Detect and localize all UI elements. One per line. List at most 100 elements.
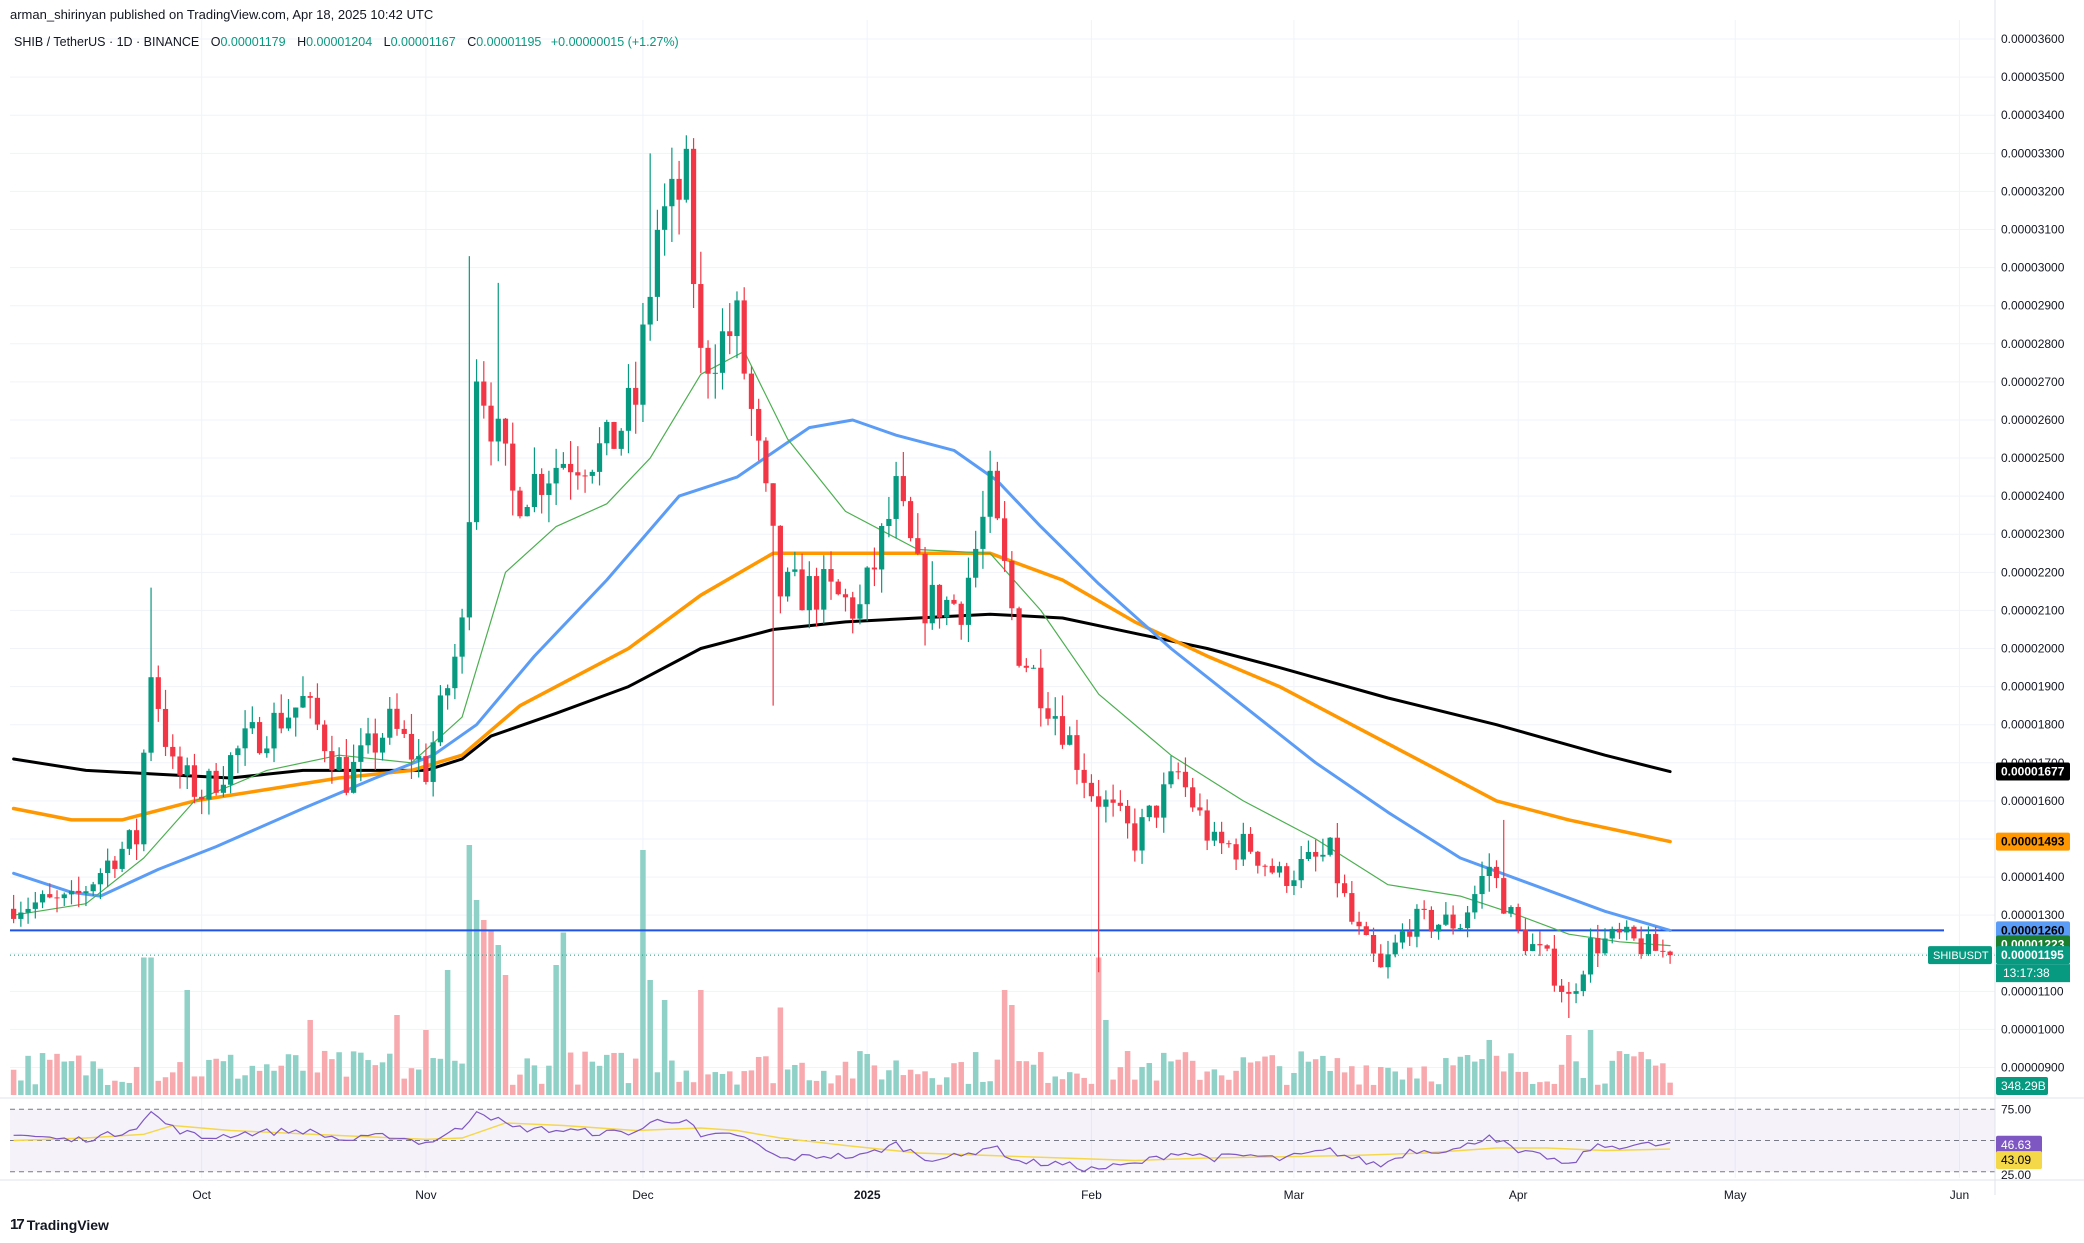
volume-bar bbox=[1161, 1052, 1167, 1095]
volume-bar bbox=[857, 1051, 863, 1095]
volume-bar bbox=[1276, 1066, 1283, 1095]
volume-bar bbox=[589, 1061, 596, 1095]
candle-body bbox=[698, 284, 704, 348]
candle-body bbox=[1580, 974, 1586, 992]
candle-body bbox=[235, 748, 241, 756]
volume-bar bbox=[235, 1078, 241, 1095]
volume-bar bbox=[611, 1052, 617, 1095]
candle-body bbox=[1558, 985, 1565, 992]
candle-body bbox=[1117, 802, 1123, 806]
candle-body bbox=[1436, 924, 1442, 932]
candle-body bbox=[1262, 865, 1268, 867]
candle-body bbox=[719, 331, 726, 373]
candle-body bbox=[220, 784, 226, 793]
volume-bar bbox=[437, 1058, 444, 1095]
volume-bar bbox=[698, 990, 704, 1095]
candle-body bbox=[1464, 912, 1471, 929]
volume-bar bbox=[1045, 1082, 1051, 1095]
candle-body bbox=[445, 688, 451, 696]
candle-body bbox=[1327, 837, 1333, 855]
volume-bar bbox=[1226, 1079, 1232, 1095]
volume-bar bbox=[1182, 1052, 1189, 1095]
volume-bar bbox=[1450, 1065, 1456, 1095]
volume-bar bbox=[112, 1080, 118, 1095]
volume-bar bbox=[191, 1076, 198, 1095]
price-tick-label: 0.00003600 bbox=[2001, 32, 2065, 46]
volume-bar bbox=[401, 1078, 407, 1095]
volume-bar bbox=[1638, 1051, 1644, 1095]
ma-line-ma_200 bbox=[12, 612, 1672, 780]
volume-bar bbox=[792, 1064, 798, 1095]
volume-bar bbox=[1558, 1064, 1565, 1095]
grid-lines bbox=[10, 20, 1995, 1178]
candle-body bbox=[886, 518, 892, 526]
volume-bar bbox=[502, 975, 509, 1095]
candle-body bbox=[1660, 950, 1666, 952]
volume-bar bbox=[980, 1081, 986, 1095]
volume-bar bbox=[734, 1084, 740, 1095]
candle-body bbox=[748, 373, 755, 409]
candle-body bbox=[929, 584, 935, 624]
candle-body bbox=[1667, 951, 1673, 956]
close-value: 0.00001195 bbox=[476, 35, 542, 49]
candle-body bbox=[1233, 844, 1239, 860]
volume-bar bbox=[1399, 1079, 1406, 1095]
candle-body bbox=[1052, 716, 1058, 719]
candle-body bbox=[141, 752, 147, 845]
volume-bar bbox=[1421, 1066, 1427, 1095]
candle-body bbox=[871, 567, 878, 570]
candle-body bbox=[358, 745, 364, 762]
volume-bar bbox=[640, 850, 646, 1095]
volume-bar bbox=[1349, 1066, 1355, 1095]
candle-body bbox=[1472, 894, 1478, 913]
symbol-pair: SHIB / TetherUS · 1D · BINANCE bbox=[14, 35, 200, 49]
candle-body bbox=[1081, 769, 1087, 783]
volume-bar bbox=[1247, 1062, 1254, 1095]
volume-bar bbox=[1479, 1059, 1485, 1095]
tradingview-logo[interactable]: 17 TradingView bbox=[10, 1216, 109, 1233]
candle-body bbox=[1493, 866, 1500, 879]
volume-bar bbox=[1341, 1072, 1348, 1095]
candle-body bbox=[893, 476, 899, 519]
volume-label-text: 348.29B bbox=[2001, 1079, 2046, 1093]
volume-bar bbox=[1175, 1059, 1181, 1095]
candle-body bbox=[39, 894, 46, 903]
candle-body bbox=[1414, 908, 1420, 937]
volume-bar bbox=[878, 1079, 885, 1095]
rsi-tick-label: 25.00 bbox=[2001, 1168, 2031, 1182]
volume-bar bbox=[1602, 1083, 1608, 1095]
price-tick-label: 0.00001000 bbox=[2001, 1022, 2065, 1036]
candle-body bbox=[32, 902, 38, 909]
candle-body bbox=[1320, 854, 1326, 857]
candle-body bbox=[951, 599, 957, 604]
volume-bar bbox=[1500, 1071, 1507, 1095]
volume-bar bbox=[1609, 1060, 1615, 1095]
volume-bar bbox=[1124, 1051, 1131, 1095]
volume-bar bbox=[900, 1075, 907, 1095]
candle-body bbox=[1146, 805, 1152, 818]
rsi-line bbox=[13, 1110, 1671, 1173]
volume-bar bbox=[1623, 1053, 1630, 1095]
candle-body bbox=[770, 483, 776, 526]
volume-bar bbox=[828, 1083, 834, 1095]
candle-body bbox=[1645, 934, 1652, 955]
volume-bar bbox=[61, 1061, 68, 1095]
time-tick-label: Nov bbox=[415, 1188, 436, 1202]
candle-body bbox=[76, 890, 82, 894]
volume-bar bbox=[415, 1069, 422, 1095]
candle-body bbox=[1399, 931, 1406, 943]
candle-body bbox=[293, 707, 299, 718]
volume-bar bbox=[690, 1082, 697, 1095]
candle-body bbox=[329, 751, 335, 771]
candle-body bbox=[864, 567, 870, 605]
candle-body bbox=[741, 300, 747, 374]
volume-bar bbox=[249, 1065, 256, 1095]
volume-bar bbox=[1595, 1084, 1601, 1095]
candle-body bbox=[90, 884, 96, 892]
candle-body bbox=[408, 733, 415, 760]
ma-line-ma_long bbox=[11, 551, 1672, 844]
volume-bar bbox=[582, 1051, 588, 1095]
candle-body bbox=[1276, 866, 1283, 873]
candle-body bbox=[365, 733, 371, 746]
